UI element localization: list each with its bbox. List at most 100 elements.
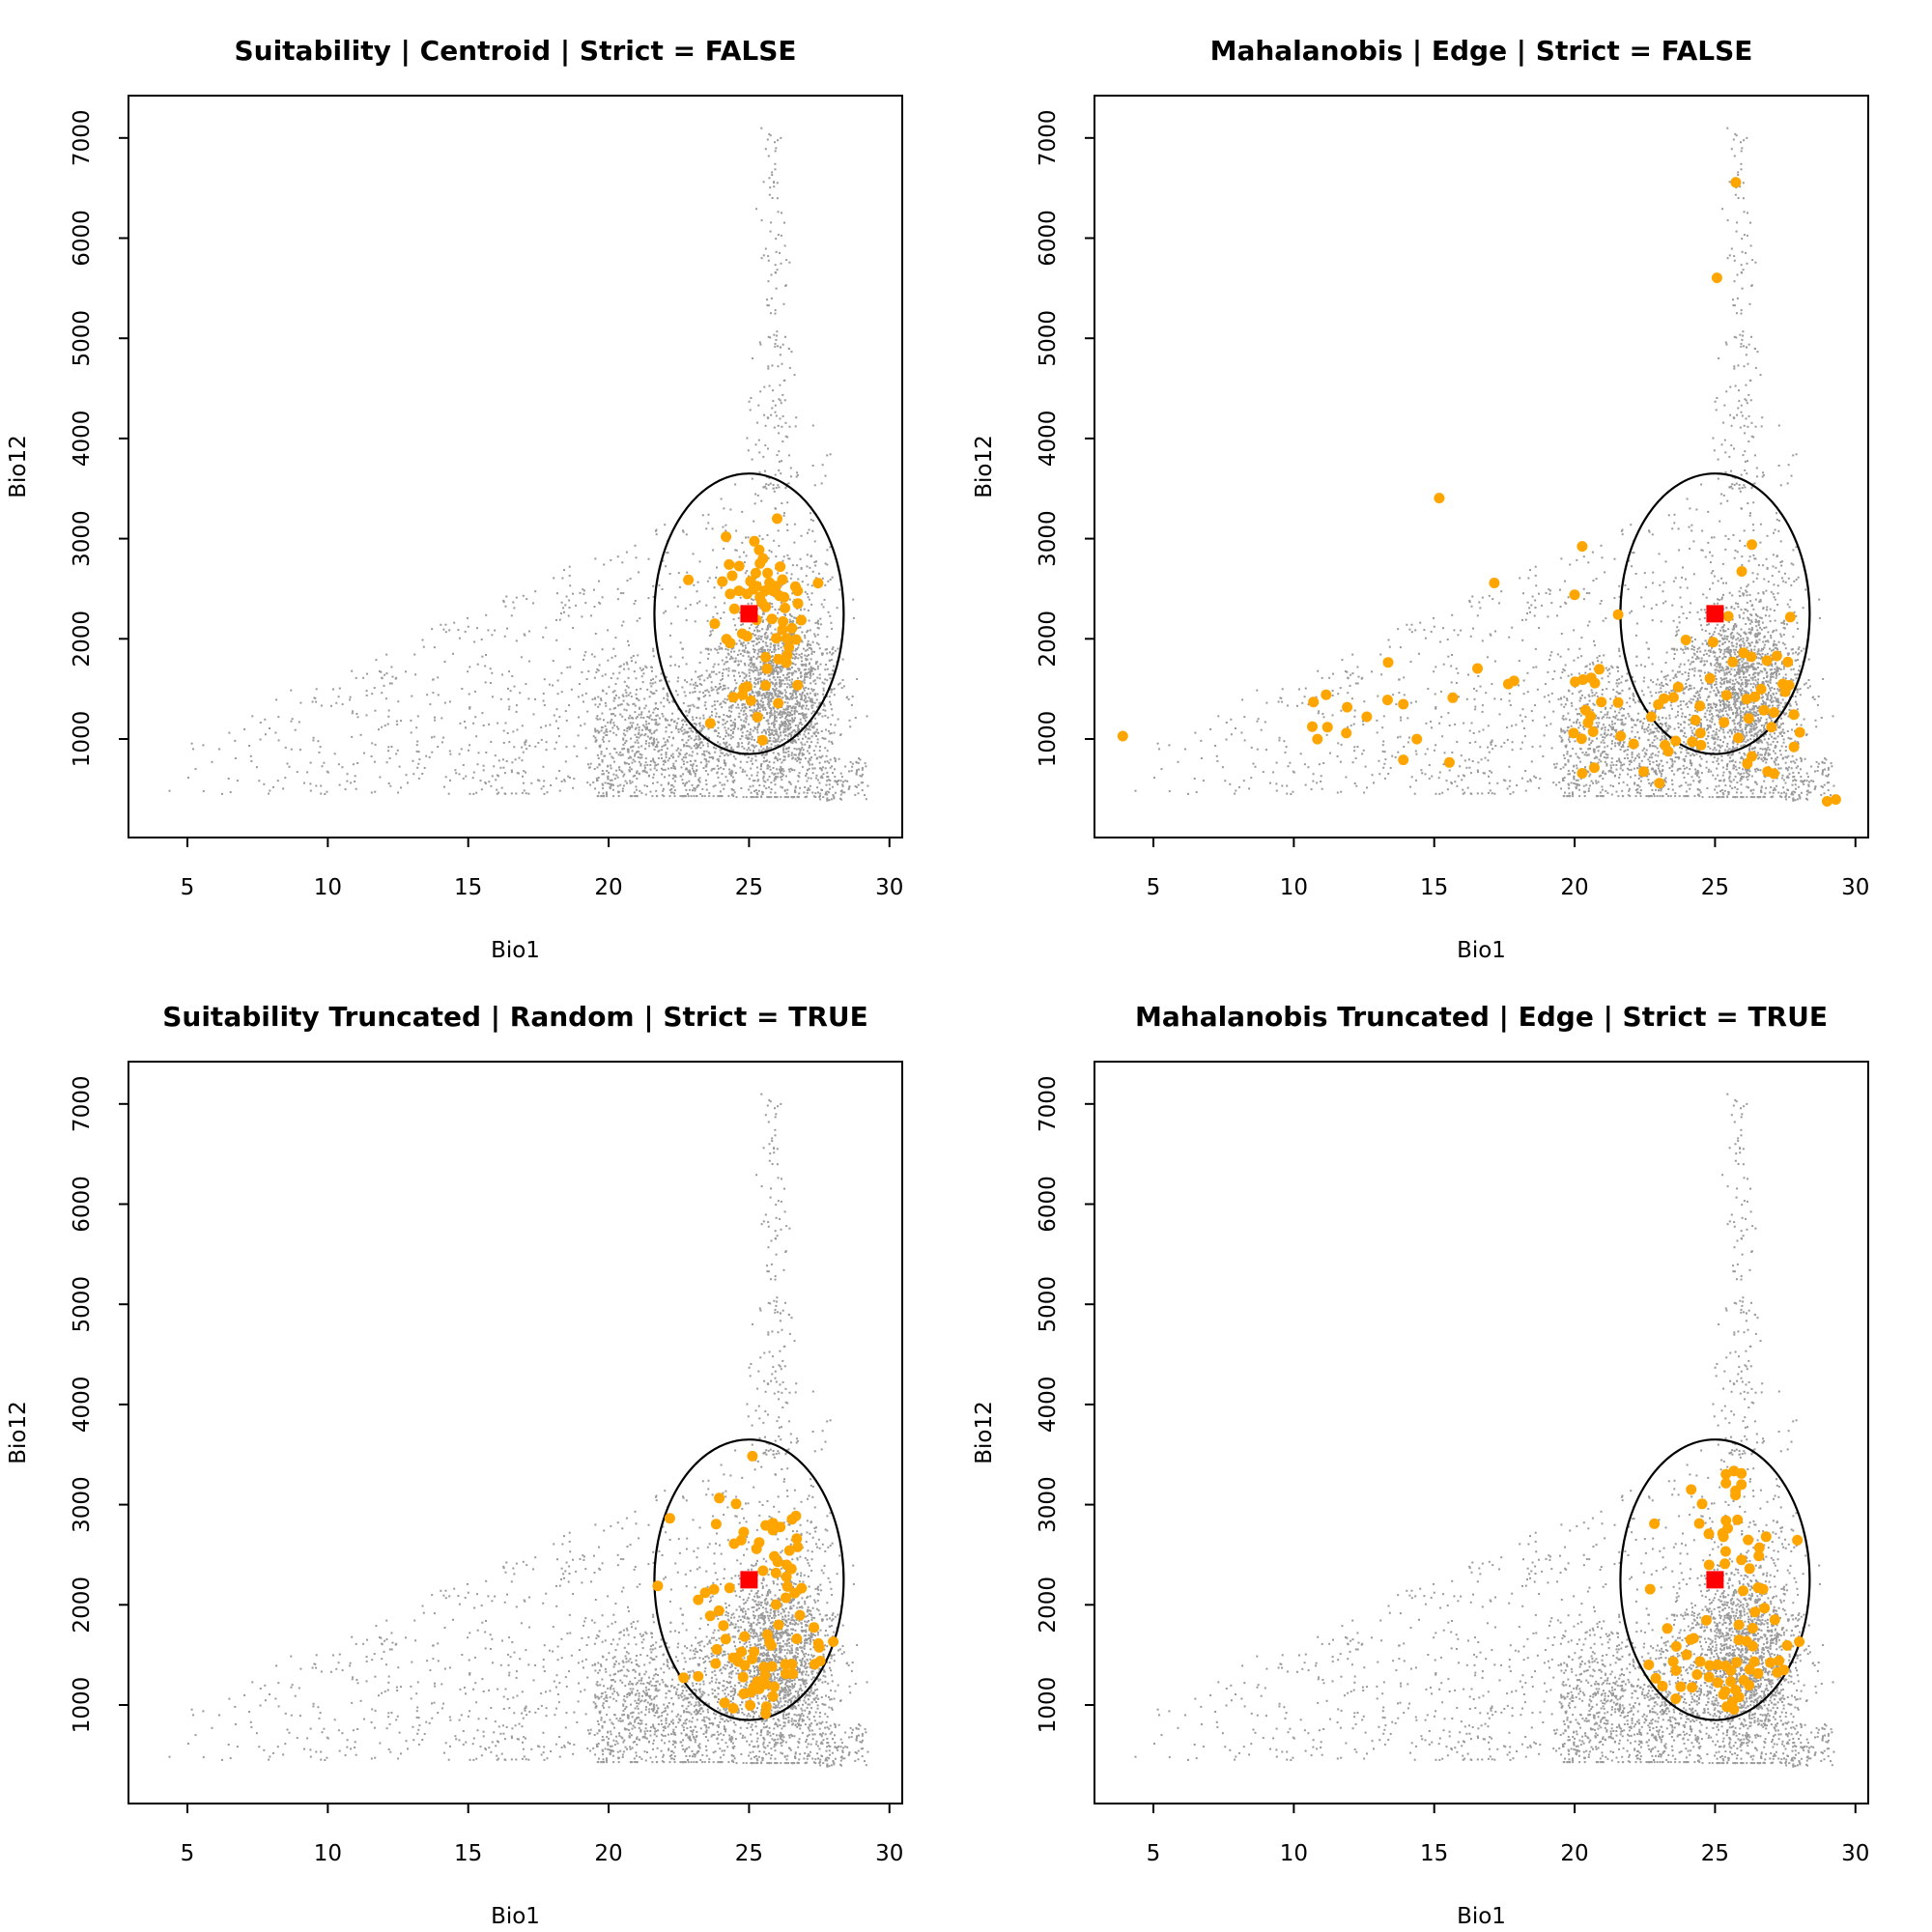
- background-point: [826, 549, 829, 552]
- background-point: [612, 713, 614, 716]
- background-point: [577, 734, 580, 737]
- background-point: [832, 652, 835, 655]
- background-point: [323, 761, 326, 764]
- background-point: [817, 619, 819, 622]
- background-point: [807, 583, 810, 586]
- background-point: [1808, 781, 1810, 783]
- background-point: [742, 796, 745, 799]
- background-point: [816, 665, 819, 668]
- background-point: [791, 633, 794, 636]
- background-point: [1774, 619, 1776, 622]
- background-point: [780, 796, 782, 799]
- background-point: [777, 772, 780, 775]
- background-point: [720, 795, 723, 798]
- background-point: [829, 780, 832, 781]
- background-point: [467, 670, 469, 673]
- background-point: [469, 666, 471, 668]
- background-point: [801, 723, 804, 725]
- background-point: [525, 792, 527, 795]
- background-point: [742, 679, 744, 682]
- background-point: [634, 733, 637, 736]
- background-point: [630, 746, 633, 749]
- background-point: [707, 653, 710, 655]
- background-point: [861, 767, 864, 769]
- background-point: [764, 641, 767, 644]
- background-point: [700, 674, 703, 677]
- background-point: [616, 784, 619, 787]
- background-point: [670, 731, 673, 734]
- background-point: [821, 754, 824, 757]
- background-point: [642, 717, 645, 719]
- background-point: [655, 714, 658, 717]
- background-point: [691, 783, 694, 786]
- background-point: [688, 745, 691, 748]
- background-point: [667, 759, 669, 762]
- background-point: [798, 704, 801, 707]
- background-point: [527, 792, 530, 795]
- background-point: [779, 696, 781, 698]
- background-point: [1792, 636, 1795, 639]
- background-point: [732, 646, 735, 649]
- background-point: [794, 733, 796, 736]
- background-point: [730, 650, 732, 653]
- background-point: [771, 655, 774, 658]
- background-point: [284, 746, 287, 749]
- background-point: [211, 760, 213, 763]
- background-point: [1710, 664, 1713, 667]
- background-point: [791, 657, 794, 660]
- background-point: [1657, 716, 1660, 719]
- background-point: [658, 583, 661, 586]
- background-point: [791, 719, 794, 722]
- background-point: [768, 765, 771, 768]
- background-point: [1729, 649, 1732, 651]
- background-point: [774, 141, 776, 144]
- background-point: [381, 692, 384, 695]
- background-point: [683, 728, 686, 731]
- background-point: [387, 782, 390, 784]
- background-point: [694, 773, 696, 776]
- background-point: [416, 766, 419, 769]
- occurrence-point: [745, 576, 756, 587]
- background-point: [751, 709, 753, 712]
- background-point: [792, 796, 795, 799]
- background-point: [761, 753, 764, 756]
- background-point: [825, 783, 828, 786]
- background-point: [737, 745, 740, 748]
- background-point: [556, 727, 559, 729]
- background-point: [1726, 638, 1728, 640]
- background-point: [624, 689, 627, 692]
- background-point: [801, 753, 804, 756]
- background-point: [595, 717, 598, 720]
- background-point: [255, 766, 258, 769]
- background-point: [748, 671, 751, 674]
- background-point: [749, 731, 752, 734]
- background-point: [621, 748, 624, 751]
- background-point: [810, 688, 813, 691]
- background-point: [680, 766, 683, 769]
- background-point: [1707, 771, 1710, 773]
- background-point: [351, 669, 354, 672]
- background-point: [598, 745, 601, 748]
- background-point: [841, 791, 844, 794]
- occurrence-point: [752, 711, 763, 723]
- background-point: [686, 761, 689, 764]
- background-point: [696, 731, 698, 734]
- background-point: [1787, 653, 1790, 656]
- background-point: [776, 711, 779, 714]
- background-point: [813, 633, 816, 636]
- background-point: [1795, 651, 1797, 654]
- background-point: [750, 623, 753, 626]
- background-point: [775, 669, 778, 672]
- background-point: [798, 756, 801, 759]
- background-point: [1792, 695, 1794, 697]
- background-point: [513, 685, 516, 688]
- background-point: [1755, 720, 1758, 723]
- background-point: [1757, 678, 1760, 681]
- background-point: [644, 757, 647, 760]
- background-point: [782, 751, 785, 753]
- background-point: [1732, 625, 1735, 627]
- background-point: [755, 708, 758, 711]
- background-point: [750, 759, 753, 762]
- background-point: [762, 717, 765, 719]
- background-point: [649, 760, 652, 763]
